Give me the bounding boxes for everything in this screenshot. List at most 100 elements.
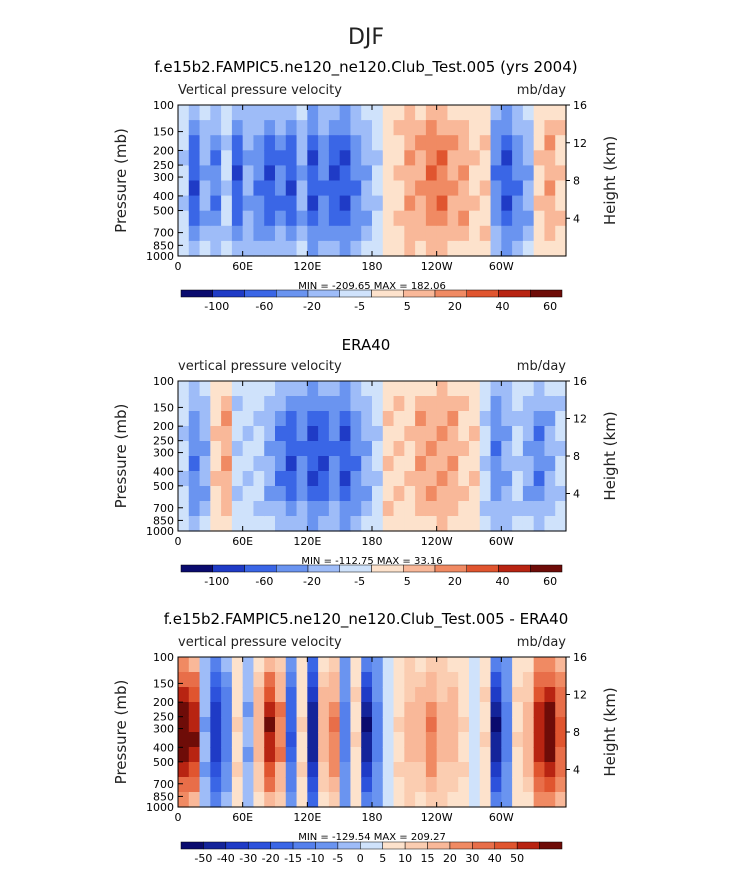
data-cell (479, 105, 492, 121)
data-cell (350, 792, 362, 808)
data-cell (318, 501, 330, 517)
data-cell (253, 747, 265, 763)
data-cell (264, 240, 276, 257)
data-cell (350, 120, 362, 136)
data-cell (425, 456, 438, 472)
data-cell (533, 702, 546, 718)
data-cell (318, 516, 330, 532)
data-cell (555, 777, 567, 793)
data-cell (210, 210, 222, 227)
data-cell (372, 225, 384, 242)
data-cell (512, 702, 524, 718)
data-cell (231, 747, 244, 763)
data-cell (242, 105, 255, 121)
data-cell (275, 792, 287, 808)
data-cell (210, 411, 222, 427)
data-cell (242, 672, 255, 688)
data-cell (350, 105, 362, 121)
data-cell (469, 150, 481, 166)
data-cell (393, 672, 405, 688)
height-tick-label: 8 (573, 175, 580, 188)
data-cell (393, 792, 405, 808)
data-cell (296, 195, 308, 212)
data-cell (372, 135, 384, 151)
colorbar-label: 20 (443, 852, 457, 865)
data-cell (469, 486, 481, 502)
data-cell (490, 135, 502, 151)
data-cell (350, 456, 362, 472)
data-cell (231, 210, 244, 227)
data-cell (231, 225, 244, 242)
data-cell (382, 105, 395, 121)
colorbar-label: -20 (262, 852, 280, 865)
data-cell (533, 426, 546, 442)
data-cell (188, 471, 201, 487)
data-cell (178, 762, 190, 778)
data-cell (458, 195, 470, 212)
data-cell (264, 456, 276, 472)
data-cell (458, 486, 470, 502)
data-cell (339, 777, 352, 793)
data-cell (555, 441, 567, 457)
data-cell (404, 195, 416, 212)
data-cell (512, 120, 524, 136)
data-cell (350, 150, 362, 166)
data-cell (350, 180, 362, 197)
data-cell (199, 411, 211, 427)
colorbar-swatch (403, 289, 436, 298)
colorbar-label: 0 (357, 852, 364, 865)
data-cell (533, 687, 546, 703)
data-cell (221, 441, 233, 457)
data-cell (231, 732, 244, 748)
data-cell (296, 411, 308, 427)
colorbar-label: -5 (332, 852, 343, 865)
data-cell (178, 225, 190, 242)
x-tick-label: 180 (362, 260, 383, 273)
data-cell (522, 717, 535, 733)
data-cell (307, 471, 319, 487)
data-cell (436, 180, 449, 197)
data-cell (361, 672, 373, 688)
data-cell (339, 210, 352, 227)
data-cell (178, 195, 190, 212)
y-axis-right-label: Height (km) (601, 687, 619, 776)
data-cell (210, 381, 222, 397)
data-cell (210, 516, 222, 532)
colorbar-swatch (434, 564, 467, 573)
data-cell (231, 411, 244, 427)
data-cell (231, 165, 244, 182)
data-cell (296, 486, 308, 502)
data-cell (512, 441, 524, 457)
data-cell (328, 240, 341, 257)
data-cell (404, 120, 416, 136)
data-cell (458, 180, 470, 197)
data-cell (393, 456, 405, 472)
data-cell (253, 501, 265, 517)
data-cell (307, 777, 319, 793)
data-cell (555, 426, 567, 442)
data-cell (544, 747, 556, 763)
data-cell (339, 396, 352, 412)
data-cell (328, 747, 341, 763)
data-cell (393, 150, 405, 166)
data-cell (199, 747, 211, 763)
data-cell (490, 150, 502, 166)
data-cell (285, 672, 298, 688)
data-cell (307, 501, 319, 517)
data-cell (253, 165, 265, 182)
data-cell (372, 240, 384, 257)
data-cell (544, 135, 556, 151)
data-cell (199, 195, 211, 212)
data-cell (199, 150, 211, 166)
data-cell (447, 456, 459, 472)
left-string: vertical pressure velocity (178, 635, 342, 650)
data-cell (372, 732, 384, 748)
data-cell (447, 381, 459, 397)
height-tick-label: 12 (573, 689, 587, 702)
y-tick-label: 200 (153, 696, 174, 709)
data-cell (264, 486, 276, 502)
data-cell (436, 792, 449, 808)
data-cell (242, 456, 255, 472)
data-cell (339, 702, 352, 718)
data-cell (307, 702, 319, 718)
